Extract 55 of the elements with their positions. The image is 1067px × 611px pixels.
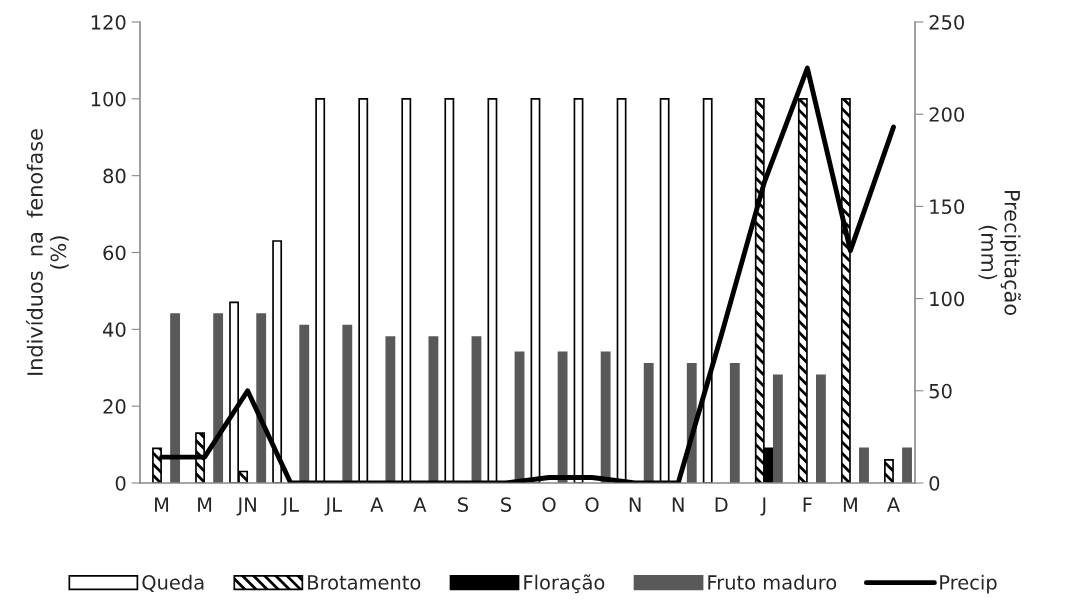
x-tick-label: A: [413, 497, 427, 512]
bar: [643, 363, 654, 483]
y2-tick-label: 200: [929, 107, 965, 122]
bar: [859, 447, 869, 483]
y-tick-label: 80: [103, 168, 126, 184]
bar: [902, 447, 912, 483]
x-tick-label: M: [198, 497, 212, 512]
bar: [772, 374, 783, 483]
x-tick-label: S: [458, 497, 468, 512]
x-tick-label: JL: [281, 497, 299, 516]
y-tick-label: 0: [115, 475, 126, 491]
legend-label: Floração: [524, 574, 605, 594]
bar: [428, 336, 439, 483]
bar: [815, 374, 826, 483]
bar: [256, 313, 267, 483]
bar: [342, 324, 353, 483]
y2-tick-label: 100: [930, 291, 965, 307]
y2-tick-label: 50: [929, 383, 952, 399]
x-tick-label: A: [370, 497, 384, 512]
bar: [729, 363, 740, 483]
x-tick-label: F: [803, 497, 812, 512]
x-tick-label: O: [542, 497, 556, 512]
x-tick-label: A: [886, 497, 900, 512]
y-tick-label: 20: [103, 399, 126, 414]
x-tick-label: N: [672, 497, 684, 512]
y-tick-label: 60: [103, 245, 126, 261]
y2-tick-label: 0: [929, 475, 940, 491]
x-tick-label: S: [501, 497, 512, 512]
legend-label: Precip: [940, 574, 997, 594]
bar: [213, 313, 224, 483]
y-tick-label: 120: [91, 14, 126, 30]
bar: [600, 351, 611, 483]
legend-label: Brotamento: [308, 575, 421, 590]
legend-label: Fruto maduro: [708, 574, 837, 590]
x-tick-label: O: [585, 497, 599, 512]
x-tick-label: JL: [324, 497, 342, 516]
x-tick-label: JN: [236, 497, 256, 516]
y-tick-label: 40: [103, 322, 126, 337]
bar: [170, 313, 181, 483]
y2-tick-label: 250: [929, 14, 965, 30]
x-tick-label: M: [155, 497, 169, 512]
bar: [299, 324, 310, 483]
y2-axis-title: Precipitação (mm): [978, 190, 1021, 315]
x-tick-label: J: [760, 497, 766, 516]
bar: [471, 336, 482, 483]
bar: [884, 459, 894, 483]
bar: [557, 351, 568, 483]
x-tick-label: M: [843, 497, 857, 512]
y2-tick-label: 150: [930, 199, 965, 215]
legend-label: Queda: [142, 574, 204, 592]
x-tick-label: D: [715, 497, 728, 512]
y-axis-title: Indivíduos na fenofase (%): [25, 129, 69, 375]
y-tick-label: 100: [91, 91, 126, 107]
x-tick-label: N: [629, 497, 641, 512]
bar: [385, 336, 396, 483]
